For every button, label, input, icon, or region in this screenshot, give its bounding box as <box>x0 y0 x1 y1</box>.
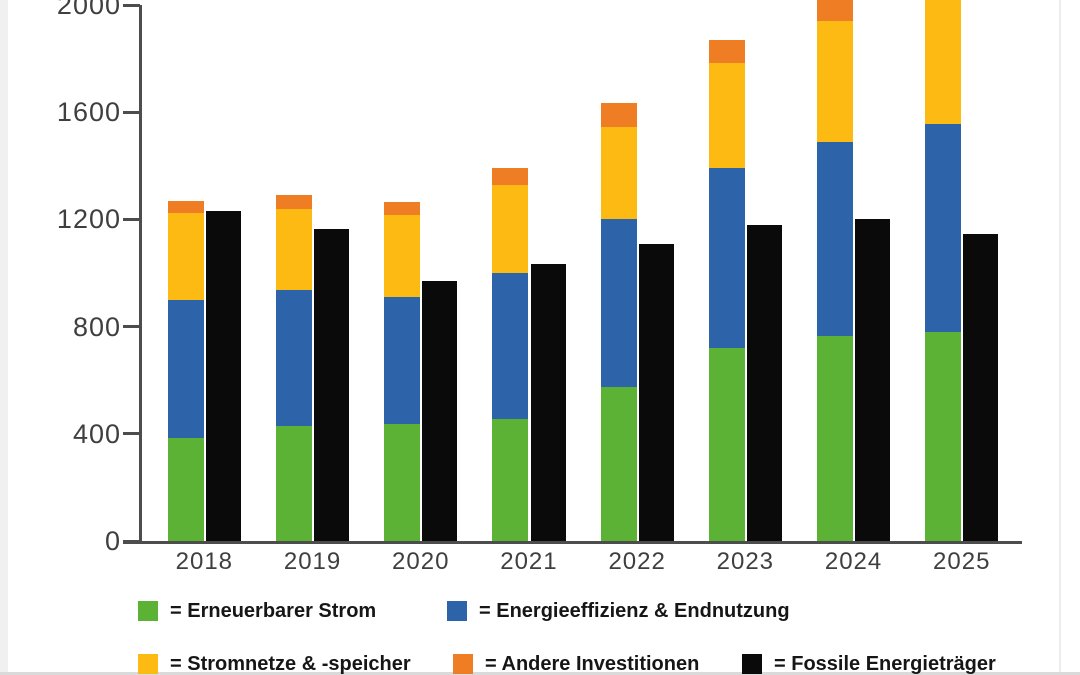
x-axis-tick-label: 2022 <box>608 548 666 575</box>
bar-segment-other <box>167 200 204 213</box>
bar-segment-other <box>492 168 529 185</box>
legend-swatch-grids <box>138 654 158 674</box>
legend-swatch-renewables <box>138 601 158 621</box>
bar-fossil <box>314 228 350 541</box>
bar-fossil <box>206 211 241 541</box>
x-axis-tick-label: 2020 <box>392 548 450 575</box>
bar-fossil <box>422 281 458 541</box>
legend-label-fossil: = Fossile Energieträger <box>774 653 996 675</box>
bar-segment-grids <box>384 215 421 298</box>
bar-segment-efficiency <box>600 219 637 387</box>
bar-fossil <box>638 243 674 541</box>
bar-segment-other <box>816 0 853 22</box>
bar-segment-efficiency <box>167 299 204 438</box>
bar-segment-other <box>708 39 745 63</box>
x-axis-line <box>123 541 1022 544</box>
y-axis-tick-label: 400 <box>72 418 121 449</box>
bar-segment-efficiency <box>384 297 421 425</box>
bar-segment-efficiency <box>708 168 745 349</box>
legend-label-grids: = Stromnetze & -speicher <box>170 653 411 675</box>
y-axis-tick-label: 1600 <box>56 97 121 128</box>
x-axis-tick-label: 2021 <box>500 548 558 575</box>
bar-fossil <box>747 224 782 541</box>
y-axis-tick-label: 0 <box>104 526 121 556</box>
y-axis-tick-label: 1200 <box>56 204 121 235</box>
bar-segment-renewables <box>275 425 312 541</box>
x-axis-tick-label: 2025 <box>933 548 991 575</box>
bar-segment-renewables <box>167 437 204 541</box>
bar-fossil <box>855 219 891 541</box>
legend-swatch-fossil <box>742 654 762 674</box>
bar-fossil <box>963 234 999 541</box>
bar-segment-other <box>384 201 421 216</box>
y-axis-tick <box>123 3 140 7</box>
bar-segment-grids <box>816 21 853 142</box>
bar-segment-renewables <box>600 386 637 541</box>
y-axis-tick-label: 2000 <box>56 0 121 20</box>
bar-segment-other <box>275 195 312 209</box>
bar-segment-efficiency <box>492 273 529 420</box>
bar-segment-efficiency <box>816 141 853 336</box>
bar-segment-grids <box>708 62 745 169</box>
y-axis-tick-label: 800 <box>72 311 121 342</box>
legend-swatch-efficiency <box>447 601 467 621</box>
y-axis-tick <box>123 110 140 114</box>
legend-swatch-other <box>453 654 473 674</box>
legend-label-other: = Andere Investitionen <box>485 653 700 675</box>
bar-segment-grids <box>167 212 204 300</box>
bar-segment-efficiency <box>925 124 962 332</box>
bar-segment-efficiency <box>275 290 312 426</box>
legend-label-efficiency: = Energieeffizienz & Endnutzung <box>479 600 790 622</box>
y-axis-tick <box>123 217 140 221</box>
bar-segment-grids <box>925 0 962 125</box>
y-axis-tick <box>123 432 140 436</box>
x-axis-tick-label: 2023 <box>716 548 775 575</box>
y-axis-tick <box>123 539 140 543</box>
bar-segment-renewables <box>925 331 962 541</box>
bar-segment-grids <box>275 208 312 291</box>
bar-segment-renewables <box>492 419 529 541</box>
bar-segment-renewables <box>708 348 745 541</box>
x-axis-tick-label: 2018 <box>175 548 234 575</box>
bar-segment-renewables <box>816 335 853 541</box>
bar-segment-grids <box>600 126 637 220</box>
bar-fossil <box>530 263 566 541</box>
y-axis-tick <box>123 325 140 329</box>
bar-segment-renewables <box>384 424 421 541</box>
x-axis-tick-label: 2019 <box>283 548 342 575</box>
y-axis-line <box>139 5 142 544</box>
legend-label-renewables: = Erneuerbarer Strom <box>170 600 377 622</box>
x-axis-tick-label: 2024 <box>824 548 883 575</box>
bar-segment-grids <box>492 184 529 273</box>
bar-segment-other <box>600 102 637 127</box>
